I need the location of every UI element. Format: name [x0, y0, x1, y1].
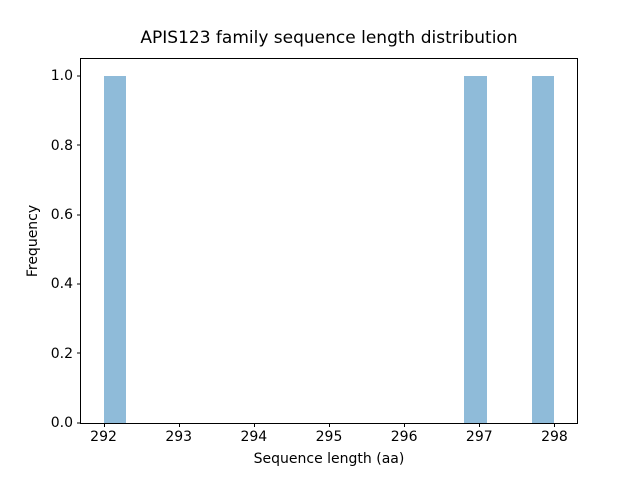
y-tick-label: 0.2 [50, 345, 73, 362]
y-tick-label: 0.4 [50, 276, 73, 293]
x-tick-mark [253, 423, 255, 427]
y-tick-mark [77, 422, 81, 423]
x-tick-label: 296 [390, 429, 418, 445]
x-axis-label: Sequence length (aa) [253, 451, 405, 467]
x-tick-label: 295 [315, 429, 343, 445]
x-tick-label: 293 [165, 429, 193, 445]
y-tick-label: 0.0 [50, 415, 73, 431]
y-tick-mark [77, 214, 81, 216]
x-tick-mark [404, 423, 406, 427]
y-tick-label: 0.6 [50, 207, 73, 223]
x-tick-mark [479, 423, 481, 427]
plot-area: 292 293 294 295 296 297 298 0.0 0.2 0.4 0.6 0.8 1.0 [51, 58, 578, 445]
x-tick-mark [103, 423, 105, 427]
y-tick-label: 1.0 [50, 68, 73, 85]
y-axis-label: Frequency [25, 204, 41, 278]
y-tick-mark [77, 75, 81, 77]
y-tick-mark [77, 283, 81, 285]
x-tick-label: 297 [465, 429, 493, 445]
x-tick-mark [554, 423, 556, 427]
x-tick-mark [329, 423, 330, 427]
x-tick-label: 294 [240, 429, 268, 445]
histogram-bar [103, 76, 127, 423]
y-tick-mark [77, 352, 81, 354]
histogram-bar [531, 76, 555, 423]
x-tick-label: 298 [541, 429, 568, 445]
y-tick-label: 0.8 [50, 137, 73, 154]
x-tick-mark [178, 423, 180, 427]
y-tick-mark [77, 144, 81, 146]
chart-title: APIS123 family sequence length distribut… [140, 28, 518, 48]
x-tick-label: 292 [90, 429, 117, 445]
histogram-bar [464, 76, 487, 423]
